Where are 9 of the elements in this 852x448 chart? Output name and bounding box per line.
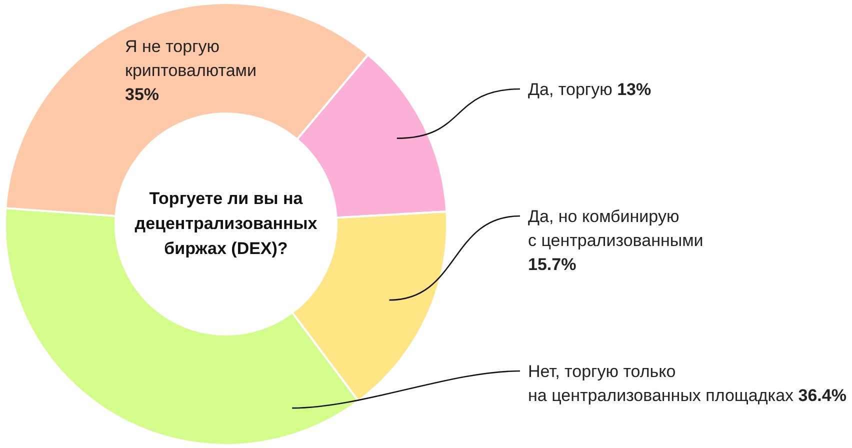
data-label: 36.4% [798,386,846,405]
slice-label: Нет, торгую только на централизованных площадках [528,362,794,405]
data-label: 35% [125,85,160,104]
data-label: 15.7% [528,255,576,274]
data-label: 13% [617,80,652,99]
slice-label: Да, но комбинирую с централизованными [528,207,704,250]
text: Торгуете ли вы на децентрализованных биржах (DEX)? [134,188,318,260]
slice-label: Я не торгую криптовалютами [125,37,256,80]
slice-label: Да, торгую [528,80,613,99]
